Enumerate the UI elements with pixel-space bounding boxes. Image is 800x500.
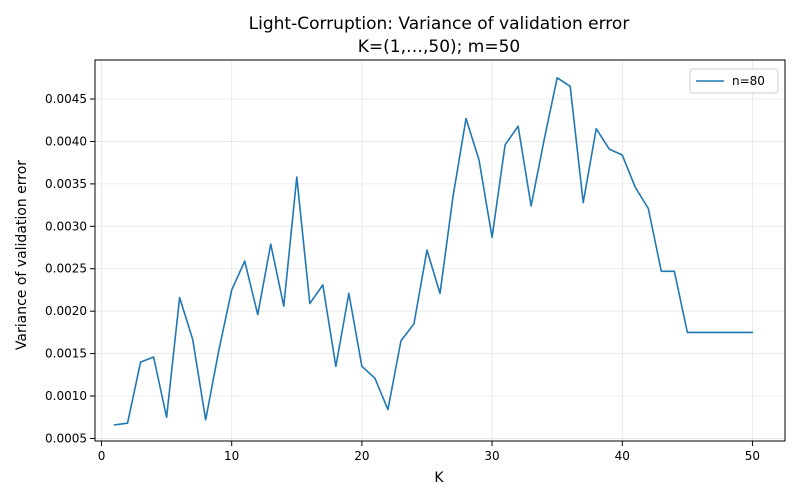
y-tick-label: 0.0040 xyxy=(45,134,87,148)
chart-title: Light-Corruption: Variance of validation… xyxy=(249,14,630,34)
x-axis-ticks: 0 10 20 30 40 50 xyxy=(98,441,760,463)
x-tick-label: 10 xyxy=(224,449,239,463)
x-tick-label: 50 xyxy=(745,449,760,463)
legend-label: n=80 xyxy=(732,74,765,88)
y-tick-label: 0.0035 xyxy=(45,177,87,191)
y-axis-label: Variance of validation error xyxy=(14,160,30,350)
y-tick-label: 0.0045 xyxy=(45,92,87,106)
legend: n=80 xyxy=(689,68,779,94)
y-tick-label: 0.0005 xyxy=(45,431,87,445)
x-tick-label: 40 xyxy=(615,449,630,463)
legend-box xyxy=(689,68,779,94)
chart-subtitle: K=(1,…,50); m=50 xyxy=(358,37,520,57)
x-tick-label: 0 xyxy=(98,449,106,463)
y-tick-label: 0.0030 xyxy=(45,219,87,233)
grid xyxy=(95,60,785,441)
series-layer xyxy=(113,77,754,426)
x-tick-label: 30 xyxy=(484,449,499,463)
x-axis-label: K xyxy=(434,470,444,486)
x-tick-label: 20 xyxy=(354,449,369,463)
y-tick-label: 0.0020 xyxy=(45,304,87,318)
y-tick-label: 0.0015 xyxy=(45,347,87,361)
series-line xyxy=(113,77,754,426)
plot-frame xyxy=(94,59,786,442)
y-axis-ticks: 0.0005 0.0010 0.0015 0.0020 0.0025 0.0030 0.00… xyxy=(45,92,95,445)
y-tick-label: 0.0010 xyxy=(45,389,87,403)
y-tick-label: 0.0025 xyxy=(45,262,87,276)
